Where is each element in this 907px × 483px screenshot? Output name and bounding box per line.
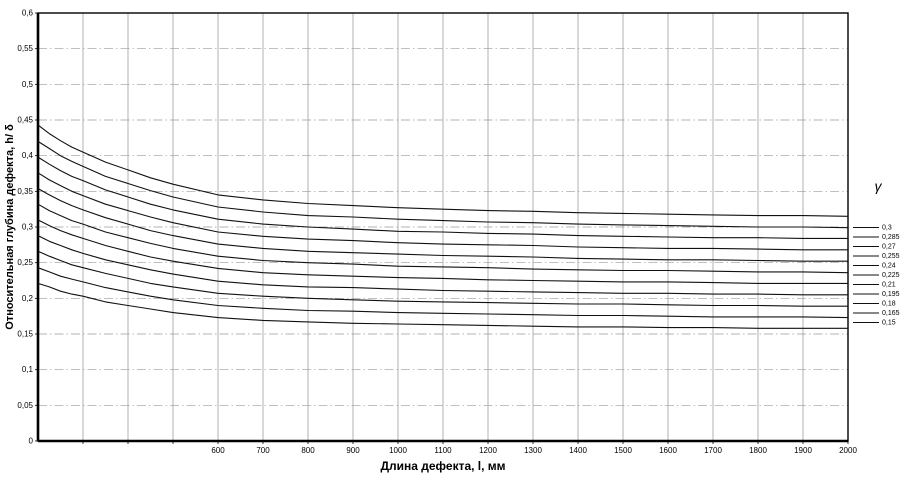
legend-label: 0,285 bbox=[882, 234, 900, 241]
curve-series-7 bbox=[37, 235, 848, 296]
x-tick-label: 2000 bbox=[839, 446, 857, 455]
x-tick-label: 1600 bbox=[659, 446, 677, 455]
x-tick-label: 1300 bbox=[524, 446, 542, 455]
y-tick-label: 0,25 bbox=[17, 258, 33, 267]
y-tick-label: 0,15 bbox=[17, 330, 33, 339]
x-tick-label: 1000 bbox=[389, 446, 407, 455]
x-tick-label: 600 bbox=[211, 446, 225, 455]
curve-series-9 bbox=[37, 267, 849, 319]
curve-series-1 bbox=[37, 140, 849, 229]
legend-label: 0,27 bbox=[882, 244, 896, 251]
x-tick-label: 700 bbox=[256, 446, 270, 455]
x-axis-title: Длина дефекта, l, мм bbox=[380, 459, 506, 473]
x-tick-label: 1200 bbox=[479, 446, 497, 455]
y-tick-label: 0,05 bbox=[17, 401, 33, 410]
x-tick-label: 800 bbox=[301, 446, 315, 455]
y-tick-label: 0,6 bbox=[22, 9, 34, 18]
x-tick-label: 1900 bbox=[794, 446, 812, 455]
legend-label: 0,225 bbox=[882, 272, 900, 279]
y-tick-label: 0,4 bbox=[22, 151, 34, 160]
curve-series-3 bbox=[37, 172, 848, 251]
legend-label: 0,165 bbox=[882, 310, 900, 317]
legend-label: 0,3 bbox=[882, 225, 892, 232]
legend-label: 0,21 bbox=[882, 282, 896, 289]
legend-label: 0,255 bbox=[882, 253, 900, 260]
legend-label: 0,15 bbox=[882, 320, 896, 327]
y-tick-label: 0,45 bbox=[17, 116, 33, 125]
y-tick-label: 0,1 bbox=[22, 365, 34, 374]
x-tick-label: 1100 bbox=[434, 446, 452, 455]
y-tick-label: 0,2 bbox=[22, 294, 34, 303]
x-tick-label: 1800 bbox=[749, 446, 767, 455]
legend-label: 0,24 bbox=[882, 263, 896, 270]
curve-series-2 bbox=[37, 156, 848, 239]
x-tick-label: 1500 bbox=[614, 446, 632, 455]
legend-title: γ bbox=[874, 178, 882, 194]
curve-series-5 bbox=[37, 203, 849, 274]
curve-series-0 bbox=[37, 124, 849, 217]
x-tick-label: 900 bbox=[346, 446, 360, 455]
curve-series-6 bbox=[37, 219, 848, 284]
y-axis-title: Относительная глубина дефекта, h/ δ bbox=[4, 124, 16, 330]
y-tick-label: 0,35 bbox=[17, 187, 33, 196]
curve-series-8 bbox=[37, 250, 848, 307]
curve-series-10 bbox=[37, 282, 848, 329]
y-tick-label: 0 bbox=[29, 437, 34, 446]
y-tick-label: 0,3 bbox=[22, 223, 34, 232]
x-tick-label: 1400 bbox=[569, 446, 587, 455]
curve-series-4 bbox=[37, 188, 848, 262]
legend-label: 0,195 bbox=[882, 291, 900, 298]
y-tick-label: 0,55 bbox=[17, 44, 33, 53]
legend-label: 0,18 bbox=[882, 301, 896, 308]
y-tick-label: 0,5 bbox=[22, 80, 34, 89]
x-tick-label: 1700 bbox=[704, 446, 722, 455]
